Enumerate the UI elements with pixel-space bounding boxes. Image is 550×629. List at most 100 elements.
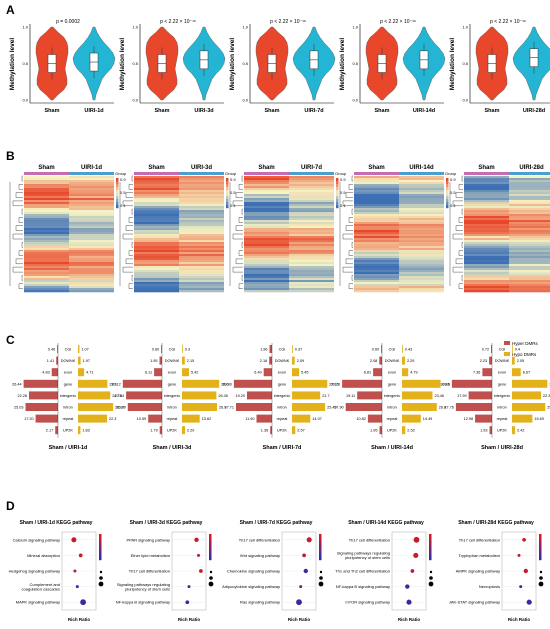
hyper-bar <box>489 426 492 435</box>
heatmap-cell <box>399 214 444 217</box>
heatmap-cell <box>244 258 289 261</box>
heatmap-cell <box>69 250 114 253</box>
heatmap-cell <box>509 268 550 271</box>
heatmap-cell <box>179 274 224 277</box>
heatmap-cell <box>69 264 114 267</box>
dendrogram-branch <box>235 225 243 231</box>
heatmap-cell <box>134 288 179 291</box>
y-tick-label: 0.5 <box>352 61 358 66</box>
heatmap-cell <box>244 182 289 185</box>
heatmap-cell <box>464 244 509 247</box>
category-label: intron <box>277 406 287 410</box>
color-scale-cell <box>116 205 119 209</box>
heatmap-cell <box>179 268 224 271</box>
qvalue-scale-cell <box>539 549 542 553</box>
heatmap-cell <box>69 186 114 189</box>
qvalue-scale-cell <box>209 536 212 540</box>
heatmap-cell <box>244 276 289 279</box>
heatmap-cell <box>464 272 509 275</box>
heatmap-cell <box>289 226 334 229</box>
heatmap-cell <box>354 180 399 183</box>
pathway-dot <box>405 584 410 589</box>
heatmap-cell <box>509 194 550 197</box>
dendrogram-branch <box>342 233 353 240</box>
heatmap-cell <box>354 208 399 211</box>
color-scale-cell <box>446 205 449 209</box>
heatmap-cell <box>399 244 444 247</box>
hypo-value-label: 29.6 <box>443 382 450 386</box>
qvalue-scale-cell <box>99 554 102 558</box>
dmr-legend: Hyper DMRs Hypo DMRs <box>504 341 539 357</box>
heatmap-cell <box>24 234 69 237</box>
qvalue-scale-cell <box>209 549 212 553</box>
category-label: UP2K <box>167 429 177 433</box>
heatmap-cell <box>69 272 114 275</box>
dendrogram-branch <box>125 192 133 198</box>
heatmap-cell <box>244 274 289 277</box>
heatmap-cell <box>24 240 69 243</box>
heatmap-cell <box>509 262 550 265</box>
heatmap-cell <box>399 180 444 183</box>
y-tick-label: 0.0 <box>462 98 468 103</box>
heatmap-cell <box>354 178 399 181</box>
heatmap-cell <box>399 260 444 263</box>
hyper-bar <box>269 356 272 365</box>
heatmap-cell <box>24 278 69 281</box>
heatmap-cell <box>509 286 550 289</box>
qvalue-scale-cell <box>539 534 542 537</box>
category-label: UP2K <box>497 429 507 433</box>
heatmap-cell <box>464 282 509 285</box>
category-label: exon <box>498 371 506 375</box>
heatmap-cell <box>464 226 509 229</box>
qvalue-scale-cell <box>99 549 102 553</box>
hyper-value-label: 7.36 <box>473 371 480 375</box>
heatmap-cell <box>69 210 114 213</box>
heatmap-cell <box>464 208 509 211</box>
x-axis-label: Rich Ratio <box>398 617 421 622</box>
heatmap-column-label: Sham <box>148 165 164 171</box>
hypo-value-label: 4.79 <box>410 371 417 375</box>
hyper-value-label: 26.29 <box>116 406 126 410</box>
heatmap-cell <box>69 262 114 265</box>
heatmap-cell <box>289 288 334 291</box>
heatmap-cell <box>179 188 224 191</box>
dendrogram-branch <box>458 250 463 256</box>
heatmap-cell <box>134 220 179 223</box>
heatmap-cell <box>24 188 69 191</box>
heatmap-cell <box>244 226 289 229</box>
pathway-term: Ras signaling pathway <box>240 600 280 605</box>
heatmap-cell <box>399 246 444 249</box>
heatmap-cell <box>464 238 509 241</box>
dendrogram-branch <box>12 200 23 206</box>
heatmap-cell <box>289 252 334 255</box>
heatmap-cell <box>134 284 179 287</box>
heatmap-cell <box>509 266 550 269</box>
heatmap-cell <box>69 188 114 191</box>
comparison-title: Sham / UIRI-1d <box>49 445 88 451</box>
heatmap-cell <box>464 288 509 291</box>
heatmap-cell <box>134 266 179 269</box>
hyper-value-label: 6.11 <box>145 371 152 375</box>
heatmap-cell <box>399 188 444 191</box>
heatmap-cell <box>289 262 334 265</box>
heatmap-cell <box>509 208 550 211</box>
heatmap-cell <box>244 262 289 265</box>
category-label: repeat <box>387 417 399 421</box>
color-scale-cell <box>446 199 449 203</box>
hyper-value-label: 0.60 <box>152 348 159 352</box>
heatmap-cell <box>134 216 179 219</box>
dendrogram-branch <box>458 217 463 223</box>
heatmap-cell <box>289 266 334 269</box>
dendrogram-branch <box>122 266 133 273</box>
qvalue-scale-cell <box>539 547 542 550</box>
heatmap-cell <box>69 230 114 233</box>
x-tick-label: UIRI-28d <box>523 108 545 114</box>
group-bar-sham <box>134 172 179 175</box>
qvalue-scale-cell <box>429 554 432 558</box>
heatmap-cell <box>244 208 289 211</box>
dendrogram-branch <box>12 233 23 240</box>
heatmap-cell <box>69 208 114 211</box>
heatmap-cell <box>179 278 224 281</box>
heatmap-cell <box>244 264 289 267</box>
category-label: repeat <box>497 417 509 421</box>
